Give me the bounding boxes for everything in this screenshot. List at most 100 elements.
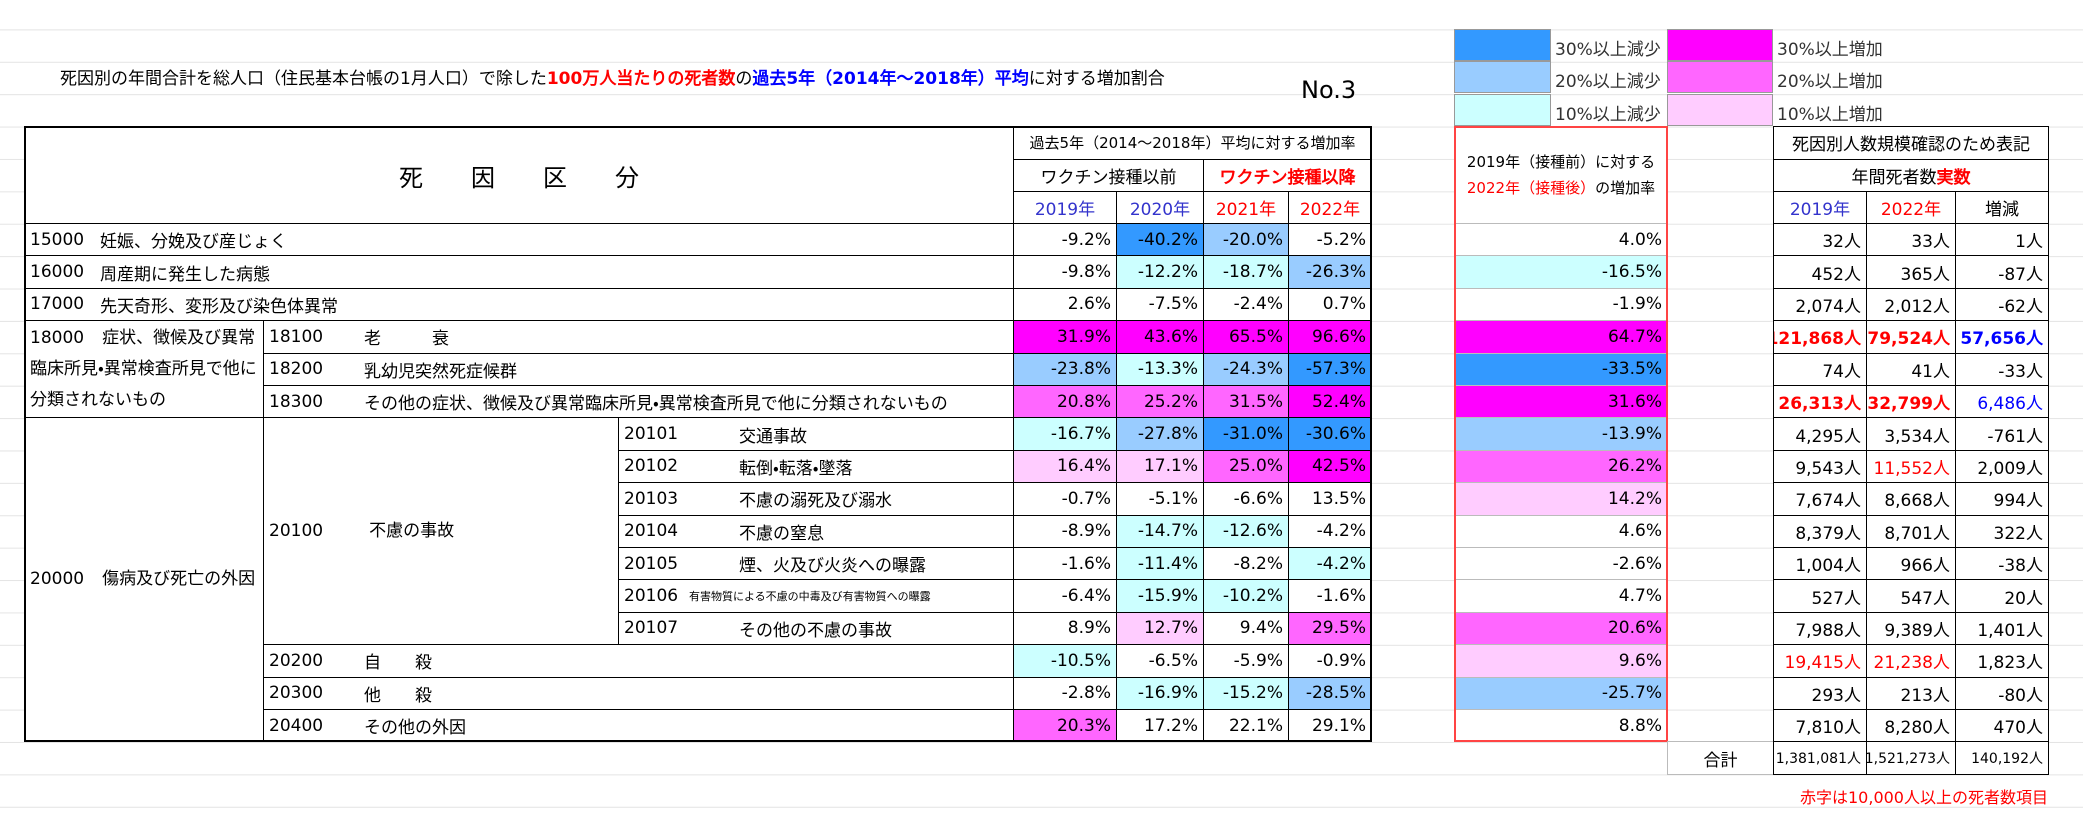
total-count: 1,521,273人: [1866, 741, 1956, 775]
total-text: 1,381,081人: [1775, 751, 1861, 768]
rate-cell: 65.5%: [1203, 320, 1289, 354]
rate-cell: -0.7%: [1013, 482, 1117, 516]
count: 470人: [1993, 718, 2043, 739]
sheet-no: No.3: [1301, 76, 1357, 104]
rate: -9.8%: [1061, 262, 1111, 283]
change: 64.7%: [1607, 326, 1662, 347]
count-cell: 8,701人: [1866, 514, 1956, 548]
change-cell: -16.5%: [1454, 255, 1668, 289]
count-cell: 966人: [1866, 547, 1956, 581]
change: 14.2%: [1607, 488, 1662, 509]
rate-cell: 25.0%: [1203, 449, 1289, 484]
code: 20200: [269, 650, 324, 671]
rate-cell: 22.1%: [1203, 709, 1289, 743]
rate-cell: -8.9%: [1013, 514, 1117, 548]
rate: -8.9%: [1061, 521, 1111, 542]
code: 20000: [30, 569, 85, 590]
rate: 31.5%: [1228, 391, 1283, 412]
count: 213人: [1900, 685, 1950, 706]
count-cell: 470人: [1955, 709, 2049, 743]
row-label: 20105 煙、火及び火炎への曝露: [618, 547, 1014, 581]
header-before: ワクチン接種以前: [1013, 158, 1204, 192]
rate-cell: -28.5%: [1288, 676, 1372, 710]
rate-cell: -7.5%: [1116, 287, 1204, 322]
title-part: 死因別の年間合計を総人口（住民基本台帳の1月人口）で除した: [60, 69, 547, 89]
rate-cell: -10.2%: [1203, 579, 1289, 613]
code: 20102: [624, 456, 679, 477]
header-text: 2021年: [1215, 200, 1277, 220]
code: 20103: [624, 488, 679, 509]
total-text: 1,521,273人: [1866, 751, 1950, 768]
count-cell: 1,004人: [1773, 547, 1867, 581]
change-cell: 4.7%: [1454, 579, 1668, 613]
count-cell: 11,552人: [1866, 449, 1956, 484]
name: 交通事故: [739, 426, 807, 447]
count-cell: 7,674人: [1773, 482, 1867, 516]
change-cell: -2.6%: [1454, 547, 1668, 581]
count: -761人: [1987, 426, 2043, 447]
name: 周産期に発生した病態: [100, 264, 270, 285]
name: 不慮の窒息: [739, 523, 824, 544]
legend-label: 20%以上増加: [1777, 72, 1883, 93]
count-cell: 21,238人: [1866, 644, 1956, 678]
rate: -20.0%: [1222, 229, 1283, 250]
header-text: の増加率: [1595, 179, 1656, 197]
count: -87人: [1998, 264, 2043, 285]
header-category: 死 因 区 分: [24, 126, 1014, 224]
header-count: 年間死者数 実数: [1773, 158, 2049, 192]
count: 32,799人: [1867, 394, 1950, 415]
change: 31.6%: [1607, 391, 1662, 412]
rate: -27.8%: [1137, 424, 1198, 445]
count-cell: 20人: [1955, 579, 2049, 613]
count-cell: 1,401人: [1955, 611, 2049, 646]
change-cell: 20.6%: [1454, 611, 1668, 646]
rate-cell: 31.5%: [1203, 385, 1289, 419]
rate: 52.4%: [1311, 391, 1366, 412]
rate-cell: 29.1%: [1288, 709, 1372, 743]
rate-cell: -9.8%: [1013, 255, 1117, 289]
legend-swatch: [1667, 61, 1773, 94]
count-cell: 32人: [1773, 223, 1867, 257]
rate: -0.7%: [1061, 488, 1111, 509]
header-text: 2019年（接種前）に対する: [1466, 153, 1656, 171]
header-year: 2022年: [1866, 191, 1956, 224]
group-text: 18000 症状、徴候及び異常臨床所見・異常検査所見で他に分類されないもの: [30, 323, 258, 416]
legend-swatch: [1667, 29, 1773, 61]
rate-cell: -6.6%: [1203, 482, 1289, 516]
rate: -11.4%: [1137, 553, 1198, 574]
title-part: 100万人当たりの死者数: [546, 69, 736, 89]
rate-cell: 16.4%: [1013, 449, 1117, 484]
name: 老 衰: [364, 329, 449, 350]
rate: -30.6%: [1305, 424, 1366, 445]
rate-cell: -27.8%: [1116, 417, 1204, 451]
change-cell: -25.7%: [1454, 676, 1668, 710]
rate: 2.6%: [1067, 294, 1111, 315]
header-text: ワクチン接種以降: [1219, 167, 1356, 188]
count: 57,656人: [1960, 329, 2043, 350]
legend-label: 30%以上減少: [1555, 40, 1661, 60]
rate: 17.2%: [1143, 715, 1198, 736]
rate-cell: -4.2%: [1288, 514, 1372, 548]
code: 18100: [269, 326, 324, 347]
rate: -12.6%: [1222, 521, 1283, 542]
rate-cell: -2.4%: [1203, 287, 1289, 322]
rate: -23.8%: [1050, 359, 1111, 380]
count: 1,401人: [1977, 620, 2043, 641]
legend-label: 30%以上増加: [1777, 40, 1883, 60]
rate: 13.5%: [1311, 488, 1366, 509]
header-text: 過去5年（2014～2018年）平均に対する増加率: [1029, 134, 1356, 153]
rate: 31.9%: [1056, 326, 1111, 347]
change: -2.6%: [1612, 553, 1662, 574]
code: 15000: [30, 229, 85, 250]
rate-cell: 8.9%: [1013, 611, 1117, 646]
change-cell: -1.9%: [1454, 287, 1668, 322]
rate-cell: 2.6%: [1013, 287, 1117, 322]
rate-cell: -2.8%: [1013, 676, 1117, 710]
rate-cell: 42.5%: [1288, 449, 1372, 484]
group-label: 18000 症状、徴候及び異常臨床所見・異常検査所見で他に分類されないもの: [24, 320, 264, 419]
rate-cell: -15.2%: [1203, 676, 1289, 710]
rate-cell: 12.7%: [1116, 611, 1204, 646]
count-cell: 41人: [1866, 352, 1956, 386]
change-cell: 64.7%: [1454, 320, 1668, 354]
count: 547人: [1900, 588, 1950, 609]
